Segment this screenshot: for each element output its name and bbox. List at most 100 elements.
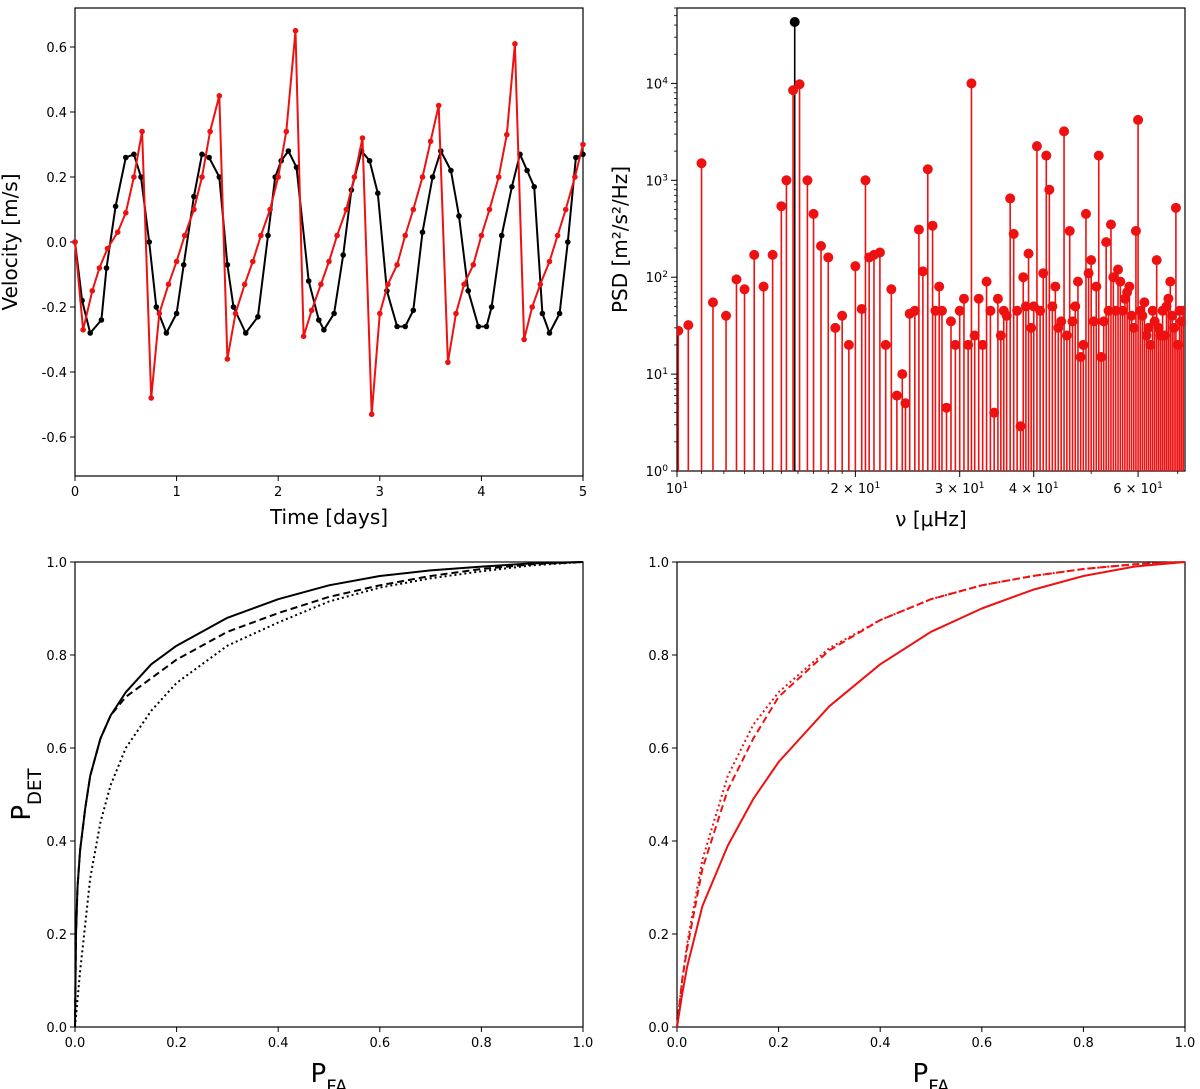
y-tick-label: 104 (646, 76, 669, 92)
y-tick-label: 0.4 (46, 106, 67, 121)
x-tick-label: 0.4 (268, 1036, 289, 1051)
y-tick-label: 0.6 (46, 41, 67, 56)
stem-marker (1115, 276, 1126, 287)
stem-marker (1012, 305, 1023, 316)
stem-marker (985, 305, 996, 316)
stem-marker (977, 339, 988, 350)
stem-marker (954, 305, 965, 316)
y-tick-label: -0.4 (42, 366, 67, 381)
x-tick-label: 5 (579, 485, 587, 500)
stem-marker (1031, 141, 1042, 152)
data-point (230, 304, 237, 310)
stem-marker (1008, 228, 1019, 239)
series-line-red (74, 29, 584, 416)
data-point (483, 323, 490, 330)
data-point (402, 232, 409, 239)
stem-marker (1101, 237, 1112, 248)
stem-marker (856, 303, 867, 314)
stem-marker (1059, 126, 1070, 137)
stem-marker (1153, 322, 1164, 333)
stem-marker (843, 339, 854, 350)
x-tick-label: 2 (274, 485, 282, 500)
stem-marker (891, 390, 902, 401)
stem-marker (860, 175, 871, 186)
x-tick-label: 3 (376, 485, 384, 500)
y-tick-label: 0.0 (648, 1021, 669, 1036)
data-point (470, 262, 477, 268)
stem-marker (837, 310, 848, 321)
velocity-panel: 0 1 2 3 4 5 -0.6 -0.4 -0.2 0.0 0.2 0.4 0.6 Time [days… (0, 7, 587, 529)
axes-frame (676, 7, 1186, 472)
data-point (529, 304, 535, 310)
stem-marker (1086, 255, 1097, 266)
y-tick-label: 0.2 (648, 928, 669, 943)
y-axis-label: PSD [m²/s²/Hz] (608, 166, 632, 313)
y-tick-label: 0.2 (46, 171, 67, 186)
data-point (427, 138, 434, 145)
stem-marker (789, 17, 800, 28)
stem-marker (788, 85, 799, 96)
stem-marker (900, 398, 911, 409)
stem-marker (1143, 322, 1154, 333)
data-point (87, 330, 93, 336)
x-tick-label: 6 × 101 (1113, 481, 1163, 497)
x-tick-label: 1.0 (573, 1036, 594, 1051)
stem-marker (1165, 276, 1176, 287)
stem-marker (1023, 248, 1034, 259)
stem-marker (1139, 297, 1150, 308)
series-line-solid (676, 561, 1186, 1028)
stem-marker (1113, 264, 1124, 275)
data-point (509, 184, 515, 190)
stem-marker (1147, 305, 1158, 316)
stem-marker (683, 320, 694, 331)
data-point (285, 148, 292, 154)
x-tick-label: 1 (172, 485, 180, 500)
data-point (419, 174, 426, 180)
data-point (258, 232, 264, 239)
stem-marker (1018, 272, 1029, 283)
stem-marker (1117, 305, 1128, 316)
y-tick-label: 0.6 (46, 742, 67, 757)
stem-marker (1075, 352, 1086, 363)
y-tick-label: 1.0 (46, 556, 67, 571)
stem-marker (1130, 225, 1141, 236)
data-point (104, 245, 111, 252)
data-point (495, 174, 502, 180)
stem-marker (886, 284, 897, 295)
data-point (96, 265, 103, 271)
data-point (351, 174, 358, 180)
y-tick-label: 1.0 (648, 556, 669, 571)
data-point (504, 131, 510, 138)
data-point (265, 232, 271, 239)
data-point (368, 411, 375, 418)
stem-marker (989, 407, 1000, 418)
stem-marker (1001, 310, 1012, 321)
y-axis-label: Velocity [m/s] (0, 173, 22, 310)
stem-marker (1005, 193, 1016, 204)
data-point (537, 281, 544, 288)
data-point (191, 193, 197, 200)
data-point (340, 252, 347, 258)
data-point (207, 128, 213, 135)
stem-marker (721, 310, 732, 321)
data-point (343, 206, 350, 213)
y-tick-label: 0.0 (46, 1021, 67, 1036)
data-point (80, 327, 86, 333)
stem-marker (897, 369, 908, 380)
data-point (267, 206, 273, 213)
data-point (305, 278, 312, 284)
data-point (206, 154, 212, 161)
data-point (114, 229, 121, 235)
x-tick-label: 0.8 (1073, 1036, 1094, 1051)
data-point (250, 258, 256, 265)
data-point (539, 310, 546, 317)
axes-frame (74, 561, 584, 1028)
data-point (572, 174, 578, 180)
stem-marker (874, 247, 885, 258)
stem-marker (816, 240, 827, 251)
stem-marker (1105, 219, 1116, 230)
stem-marker (973, 293, 984, 304)
data-point (153, 304, 160, 310)
data-point (512, 41, 518, 47)
data-point (232, 310, 239, 317)
